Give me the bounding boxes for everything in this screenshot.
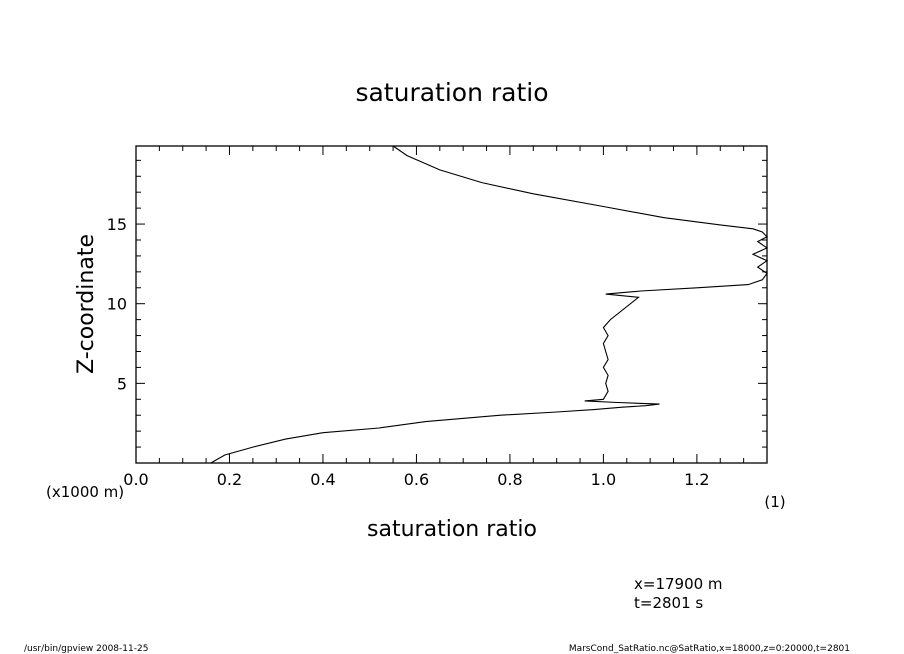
- x-tick-label: 1.0: [591, 470, 616, 489]
- series-line: [210, 145, 769, 464]
- x-tick-label: 0.2: [217, 470, 242, 489]
- x-unit-label: (1): [764, 493, 785, 511]
- annotation-t: t=2801 s: [634, 594, 703, 612]
- annotation-x: x=17900 m: [634, 575, 723, 593]
- x-tick-label: 0.0: [123, 470, 148, 489]
- chart-title: saturation ratio: [355, 78, 548, 107]
- x-tick-label: 1.2: [684, 470, 709, 489]
- tick-labels: 0.0 0.2 0.4 0.6 0.8 1.0 1.2 5 10 15: [107, 215, 710, 489]
- y-tick-label: 5: [117, 374, 127, 393]
- y-tick-label: 10: [107, 295, 127, 314]
- axis-ticks: [135, 146, 768, 463]
- y-tick-label: 15: [107, 215, 127, 234]
- footer-left: /usr/bin/gpview 2008-11-25: [24, 644, 148, 654]
- x-tick-label: 0.8: [497, 470, 522, 489]
- y-unit-label: (x1000 m): [46, 483, 124, 501]
- x-axis-label: saturation ratio: [367, 517, 537, 542]
- y-axis-label: Z-coordinate: [74, 234, 99, 374]
- x-tick-label: 0.6: [404, 470, 429, 489]
- x-tick-label: 0.4: [310, 470, 335, 489]
- plot-frame: [135, 145, 768, 464]
- footer-right: MarsCond_SatRatio.nc@SatRatio,x=18000,z=…: [569, 644, 850, 654]
